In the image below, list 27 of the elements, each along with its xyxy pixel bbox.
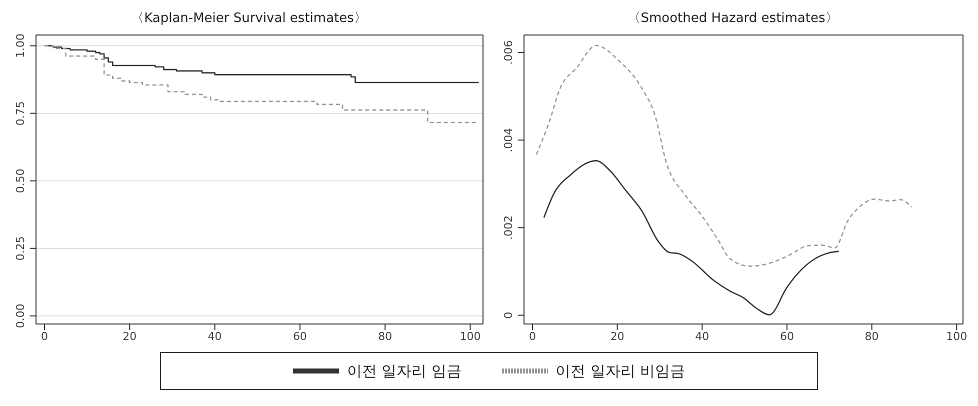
y-tick-label: .006: [502, 40, 515, 65]
y-tick-label: 1.00: [14, 34, 27, 58]
x-tick-label: 20: [122, 330, 137, 343]
x-tick-label: 40: [208, 330, 222, 343]
chart-title: 〈Smoothed Hazard estimates〉: [626, 10, 840, 28]
y-tick-label: .004: [502, 128, 515, 152]
legend-label: 이전 일자리 임금: [346, 362, 462, 380]
x-tick-label: 80: [378, 330, 392, 343]
y-tick-label: 0.25: [14, 236, 27, 261]
y-tick-label: 0.00: [14, 304, 27, 328]
chart-title: 〈Kaplan-Meier Survival estimates〉: [130, 10, 368, 28]
x-tick-label: 20: [610, 330, 624, 343]
x-tick-label: 60: [780, 330, 794, 343]
y-tick-label: 0: [502, 312, 515, 319]
x-tick-label: 0: [41, 330, 48, 343]
line-series: [543, 160, 840, 316]
x-tick-label: 80: [864, 330, 879, 343]
line-series: [536, 44, 912, 267]
y-tick-label: 0.75: [14, 101, 27, 126]
x-tick-label: 100: [946, 330, 968, 343]
x-tick-label: 100: [460, 330, 481, 343]
x-tick-label: 40: [695, 330, 710, 343]
y-tick-label: 0.50: [14, 168, 27, 194]
legend-label: 이전 일자리 비임금: [556, 362, 686, 380]
x-tick-label: 0: [528, 330, 536, 343]
y-tick-label: .002: [502, 215, 515, 240]
x-tick-label: 60: [292, 330, 307, 343]
